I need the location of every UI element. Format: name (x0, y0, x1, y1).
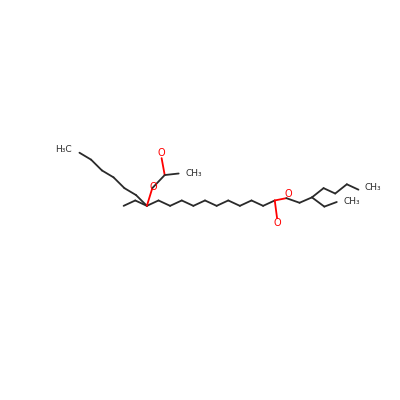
Text: CH₃: CH₃ (365, 183, 381, 192)
Text: O: O (149, 182, 157, 192)
Text: O: O (158, 148, 166, 158)
Text: O: O (284, 189, 292, 199)
Text: O: O (273, 218, 281, 228)
Text: CH₃: CH₃ (344, 198, 360, 206)
Text: H₃C: H₃C (55, 145, 72, 154)
Text: CH₃: CH₃ (186, 169, 202, 178)
